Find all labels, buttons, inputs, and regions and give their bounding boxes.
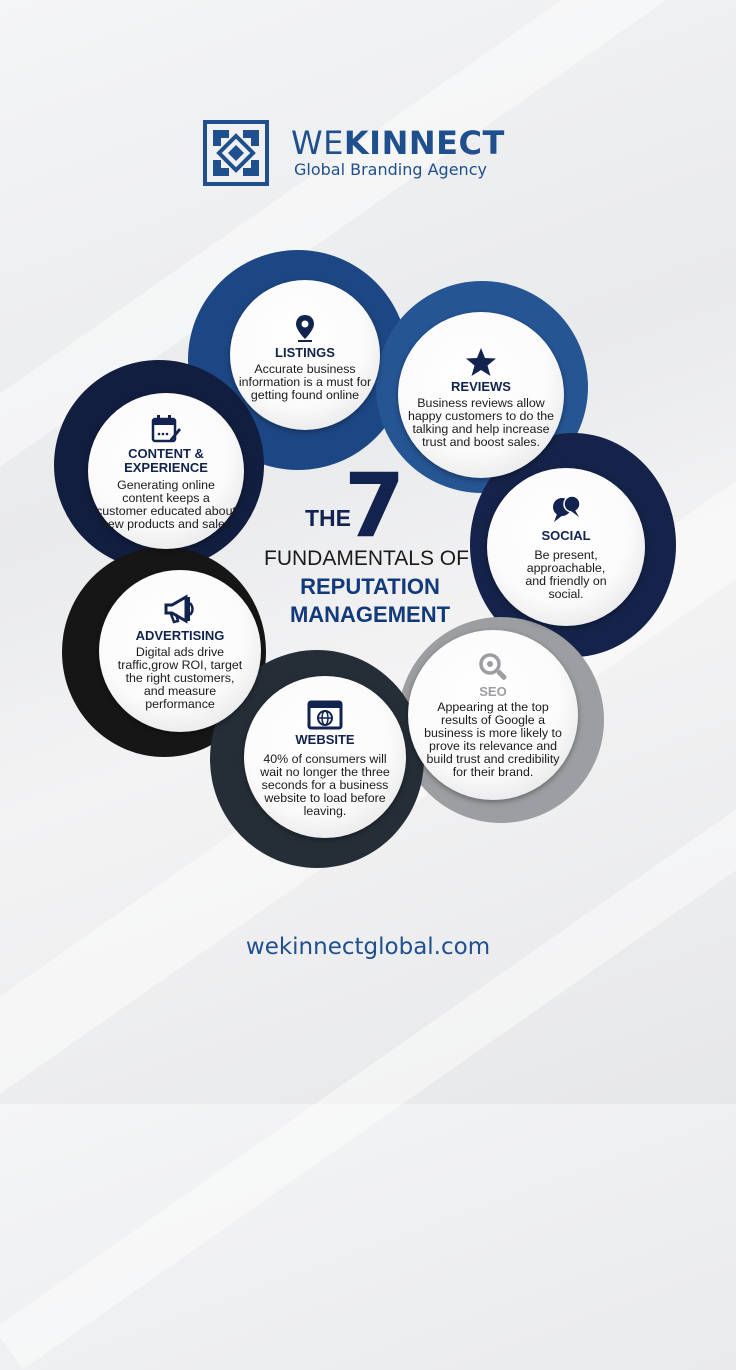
item-title: WEBSITE [295, 731, 355, 747]
center-management: MANAGEMENT [289, 602, 451, 627]
brand-name-light: WE [291, 124, 344, 162]
item-advertising: ADVERTISING Digital ads drive traffic,gr… [99, 570, 261, 732]
item-title: LISTINGS [275, 345, 335, 360]
megaphone-icon [164, 594, 194, 624]
center-the: THE [305, 505, 351, 531]
item-listings: LISTINGS Accurate business information i… [230, 280, 380, 430]
brand-tagline: Global Branding Agency [294, 160, 487, 179]
item-text: Digital ads drive traffic,grow ROI, targ… [117, 645, 243, 711]
item-website: WEBSITE 40% of consumers will wait no lo… [244, 676, 406, 838]
center-number: 7 [344, 454, 406, 557]
brand-name-bold: KINNECT [343, 124, 505, 162]
browser-globe-icon [307, 700, 343, 729]
item-text: 40% of consumers will wait no longer the… [260, 751, 390, 818]
location-pin-icon [296, 315, 314, 342]
brand-name: WEKINNECT [291, 124, 505, 162]
center-reputation-management: REPUTATION MANAGEMENT [270, 573, 470, 629]
item-text: Accurate business information is a must … [238, 362, 372, 402]
item-content-experience: CONTENT & EXPERIENCE Generating online c… [88, 393, 244, 549]
chat-bubbles-icon [553, 495, 581, 522]
item-text: Appearing at the top results of Google a… [424, 700, 562, 779]
footer-url[interactable]: wekinnectglobal.com [245, 934, 491, 960]
item-title: ADVERTISING [135, 628, 225, 643]
star-icon [466, 347, 496, 376]
item-seo: SEO Appearing at the top results of Goog… [408, 630, 578, 800]
center-fundamentals: FUNDAMENTALS OF [264, 547, 469, 570]
item-social: SOCIAL Be present, approachable, and fri… [487, 468, 645, 626]
wekinnect-logo-icon [203, 120, 269, 186]
item-title: REVIEWS [451, 378, 511, 394]
calendar-edit-icon [151, 415, 181, 443]
item-title: CONTENT & EXPERIENCE [124, 446, 208, 475]
item-text: Generating online content keeps a custom… [96, 478, 236, 531]
item-title: SEO [479, 684, 507, 699]
item-text: Be present, approachable, and friendly o… [525, 548, 607, 601]
item-reviews: REVIEWS Business reviews allow happy cus… [398, 312, 564, 478]
magnifier-icon [479, 653, 507, 680]
item-title: SOCIAL [541, 528, 591, 543]
center-reputation: REPUTATION [300, 574, 440, 599]
item-text: Business reviews allow happy customers t… [407, 395, 555, 449]
